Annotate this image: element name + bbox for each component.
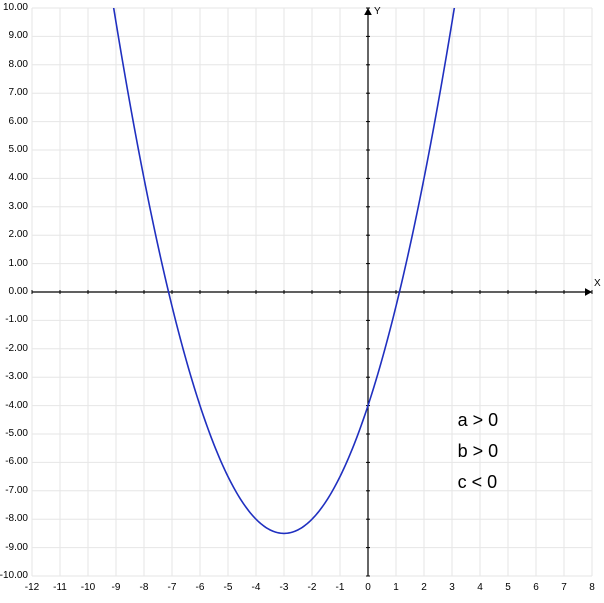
y-tick-label: -10.00 xyxy=(0,570,28,581)
x-tick-label: -11 xyxy=(53,582,67,593)
x-tick-label: -10 xyxy=(81,582,95,593)
x-tick-label: 3 xyxy=(449,582,455,593)
x-tick-label: 8 xyxy=(589,582,595,593)
y-tick-label: 5.00 xyxy=(9,144,28,155)
x-tick-label: -3 xyxy=(280,582,289,593)
y-tick-label: -6.00 xyxy=(5,456,28,467)
y-tick-label: -3.00 xyxy=(5,371,28,382)
x-tick-label: 2 xyxy=(421,582,427,593)
y-axis-label: Y xyxy=(374,6,381,17)
x-tick-label: -2 xyxy=(308,582,317,593)
x-tick-label: -12 xyxy=(25,582,39,593)
y-tick-label: 2.00 xyxy=(9,229,28,240)
x-tick-label: -8 xyxy=(140,582,149,593)
y-tick-label: 7.00 xyxy=(9,87,28,98)
y-tick-label: -1.00 xyxy=(5,314,28,325)
annotation-0: a > 0 xyxy=(458,410,499,431)
y-tick-label: -4.00 xyxy=(5,400,28,411)
x-tick-label: 4 xyxy=(477,582,483,593)
y-tick-label: 6.00 xyxy=(9,116,28,127)
x-tick-label: -4 xyxy=(252,582,261,593)
x-tick-label: 7 xyxy=(561,582,567,593)
annotation-1: b > 0 xyxy=(458,441,499,462)
y-tick-label: -7.00 xyxy=(5,485,28,496)
y-tick-label: 9.00 xyxy=(9,30,28,41)
y-tick-label: -9.00 xyxy=(5,542,28,553)
x-tick-label: -1 xyxy=(336,582,345,593)
y-tick-label: -5.00 xyxy=(5,428,28,439)
x-tick-label: 6 xyxy=(533,582,539,593)
x-tick-label: 1 xyxy=(393,582,399,593)
x-axis-label: X xyxy=(594,278,601,289)
annotation-2: c < 0 xyxy=(458,472,498,493)
y-tick-label: 3.00 xyxy=(9,201,28,212)
x-tick-label: -5 xyxy=(224,582,233,593)
x-tick-label: 0 xyxy=(365,582,371,593)
x-tick-label: -7 xyxy=(168,582,177,593)
y-tick-label: 8.00 xyxy=(9,59,28,70)
coordinate-plot: -12-11-10-9-8-7-6-5-4-3-2-1012345678-10.… xyxy=(0,0,604,603)
x-tick-label: 5 xyxy=(505,582,511,593)
x-tick-label: -9 xyxy=(112,582,121,593)
x-tick-label: -6 xyxy=(196,582,205,593)
y-tick-label: 4.00 xyxy=(9,172,28,183)
y-tick-label: 10.00 xyxy=(3,2,28,13)
y-tick-label: -2.00 xyxy=(5,343,28,354)
y-tick-label: 1.00 xyxy=(9,258,28,269)
y-tick-label: 0.00 xyxy=(9,286,28,297)
chart-svg xyxy=(0,0,604,603)
y-tick-label: -8.00 xyxy=(5,513,28,524)
